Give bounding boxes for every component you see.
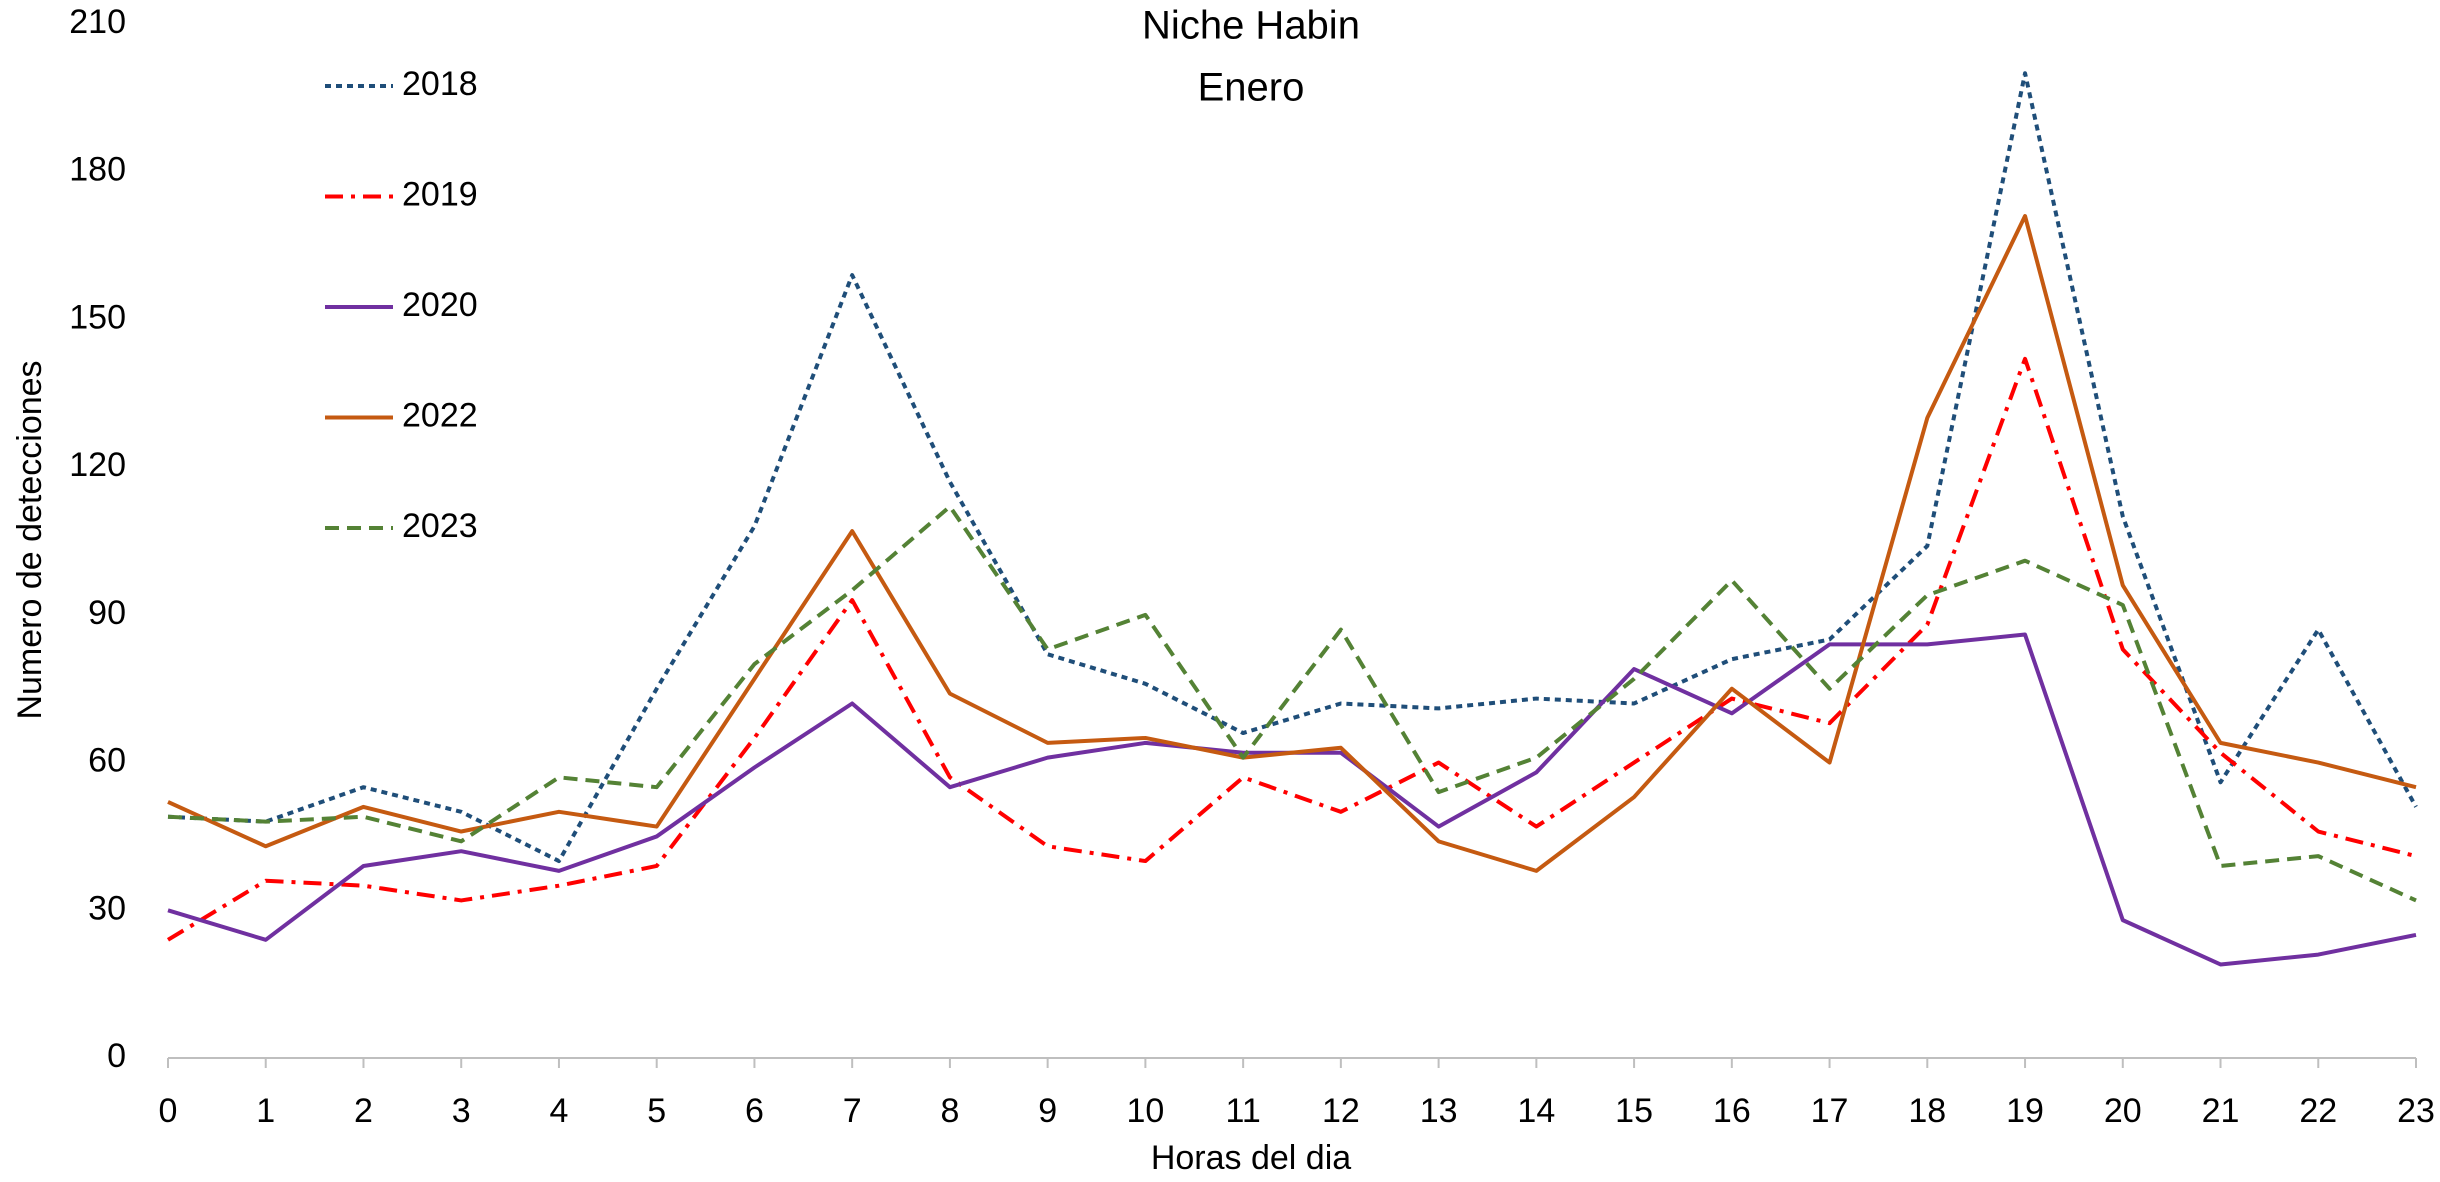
chart-subtitle: Enero xyxy=(1198,66,1305,110)
x-tick-label: 8 xyxy=(940,1092,959,1130)
x-tick-label: 22 xyxy=(2299,1092,2337,1130)
x-tick-label: 4 xyxy=(549,1092,568,1130)
x-tick-label: 9 xyxy=(1038,1092,1057,1130)
x-tick-label: 15 xyxy=(1615,1092,1653,1130)
x-tick-label: 19 xyxy=(2006,1092,2044,1130)
legend-label: 2020 xyxy=(402,286,478,324)
x-tick-label: 16 xyxy=(1713,1092,1751,1130)
y-axis-label: Numero de detecciones xyxy=(11,360,49,719)
y-tick-label: 0 xyxy=(107,1037,126,1075)
y-tick-label: 120 xyxy=(69,446,126,484)
x-tick-label: 21 xyxy=(2202,1092,2240,1130)
series-line xyxy=(167,504,2417,903)
x-tick-label: 13 xyxy=(1420,1092,1458,1130)
legend-label: 2022 xyxy=(402,396,478,434)
x-tick-label: 14 xyxy=(1517,1092,1555,1130)
y-tick-label: 60 xyxy=(88,742,126,780)
series-line xyxy=(167,632,2417,967)
x-tick-label: 23 xyxy=(2397,1092,2435,1130)
x-tick-label: 1 xyxy=(256,1092,275,1130)
y-tick-label: 30 xyxy=(88,889,126,927)
x-tick-label: 2 xyxy=(354,1092,373,1130)
legend-label: 2023 xyxy=(402,507,478,545)
series-line xyxy=(167,71,2418,864)
x-tick-label: 7 xyxy=(843,1092,862,1130)
x-tick-label: 10 xyxy=(1126,1092,1164,1130)
x-axis-label: Horas del dia xyxy=(1151,1139,1351,1177)
x-tick-label: 6 xyxy=(745,1092,764,1130)
x-tick-label: 3 xyxy=(452,1092,471,1130)
legend-label: 2018 xyxy=(402,65,478,103)
y-tick-label: 210 xyxy=(69,3,126,41)
series-line xyxy=(167,214,2417,873)
series-line xyxy=(166,356,2417,942)
y-tick-label: 90 xyxy=(88,594,126,632)
x-tick-label: 20 xyxy=(2104,1092,2142,1130)
chart-title: Niche Habin xyxy=(1142,4,1360,48)
legend-label: 2019 xyxy=(402,175,478,213)
x-tick-label: 18 xyxy=(1908,1092,1946,1130)
x-tick-label: 17 xyxy=(1811,1092,1849,1130)
y-tick-label: 150 xyxy=(69,298,126,336)
x-tick-label: 5 xyxy=(647,1092,666,1130)
x-tick-label: 0 xyxy=(159,1092,178,1130)
x-tick-label: 11 xyxy=(1225,1092,1260,1130)
y-tick-label: 180 xyxy=(69,151,126,189)
x-tick-label: 12 xyxy=(1322,1092,1360,1130)
